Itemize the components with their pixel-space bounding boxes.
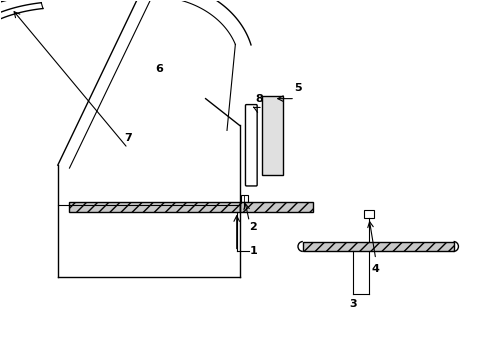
Bar [364, 210, 373, 218]
Text: 8: 8 [255, 94, 263, 104]
PathPatch shape [262, 96, 283, 175]
PathPatch shape [69, 202, 239, 212]
Text: 6: 6 [155, 64, 163, 74]
Text: 3: 3 [349, 299, 357, 309]
PathPatch shape [302, 242, 453, 251]
Text: 5: 5 [294, 83, 301, 93]
PathPatch shape [239, 202, 312, 212]
Text: 4: 4 [371, 264, 379, 274]
FancyBboxPatch shape [245, 105, 257, 186]
Text: 1: 1 [249, 247, 257, 256]
Bar [240, 195, 248, 202]
Text: 2: 2 [249, 222, 257, 231]
Text: 7: 7 [123, 133, 131, 143]
